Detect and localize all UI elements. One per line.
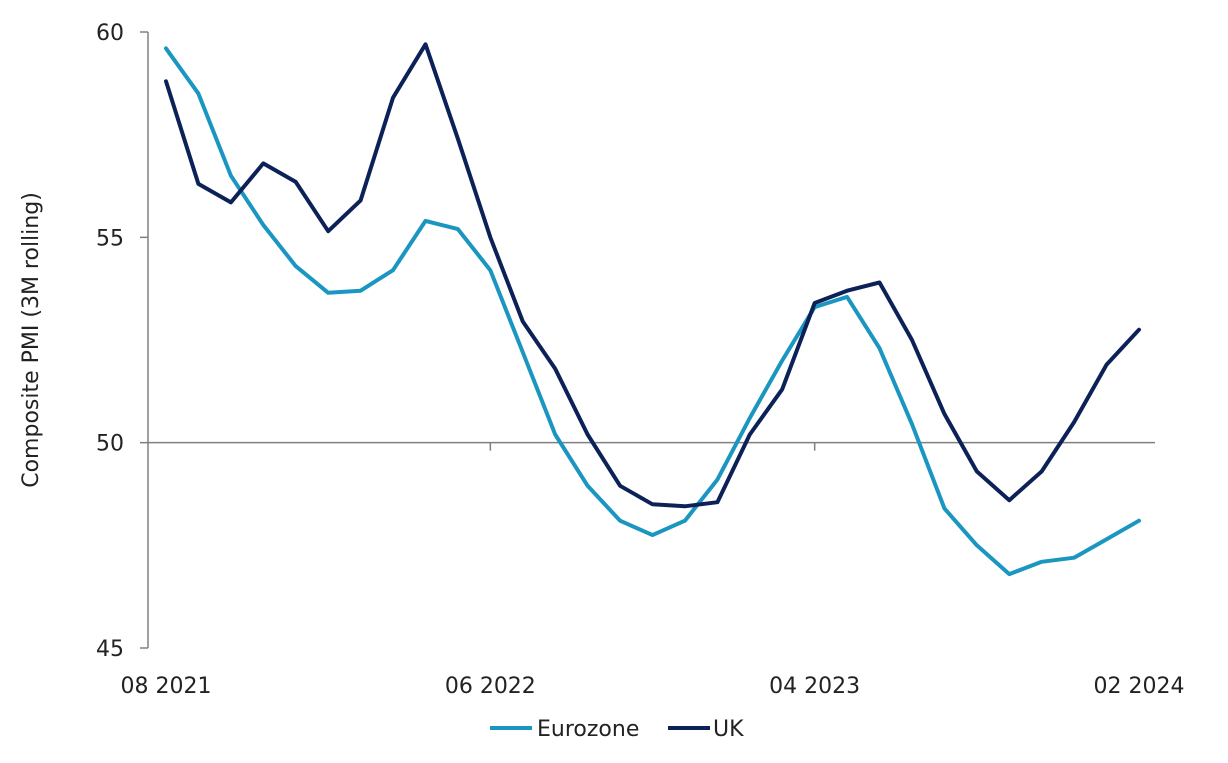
axis-layer: Composite PMI (3M rolling) 45 50 55 60 08 20… xyxy=(19,21,1184,699)
series-layer xyxy=(164,42,1141,577)
y-tick-label: 55 xyxy=(96,226,124,251)
y-tick-label: 60 xyxy=(96,21,124,46)
legend-label-uk: UK xyxy=(713,717,744,742)
x-tick-label: 08 2021 xyxy=(121,674,212,699)
x-tick-label: 02 2024 xyxy=(1094,674,1185,699)
y-tick-label: 50 xyxy=(96,432,124,457)
y-axis-label: Composite PMI (3M rolling) xyxy=(19,192,44,488)
x-tick-label: 06 2022 xyxy=(445,674,536,699)
legend-label-eurozone: Eurozone xyxy=(537,717,639,742)
legend: Eurozone UK xyxy=(490,717,744,742)
grid-layer xyxy=(148,441,1155,451)
series-line-uk xyxy=(164,42,1141,509)
y-tick-label: 45 xyxy=(96,637,124,662)
x-tick-label: 04 2023 xyxy=(769,674,860,699)
series-line-eurozone xyxy=(164,46,1141,577)
